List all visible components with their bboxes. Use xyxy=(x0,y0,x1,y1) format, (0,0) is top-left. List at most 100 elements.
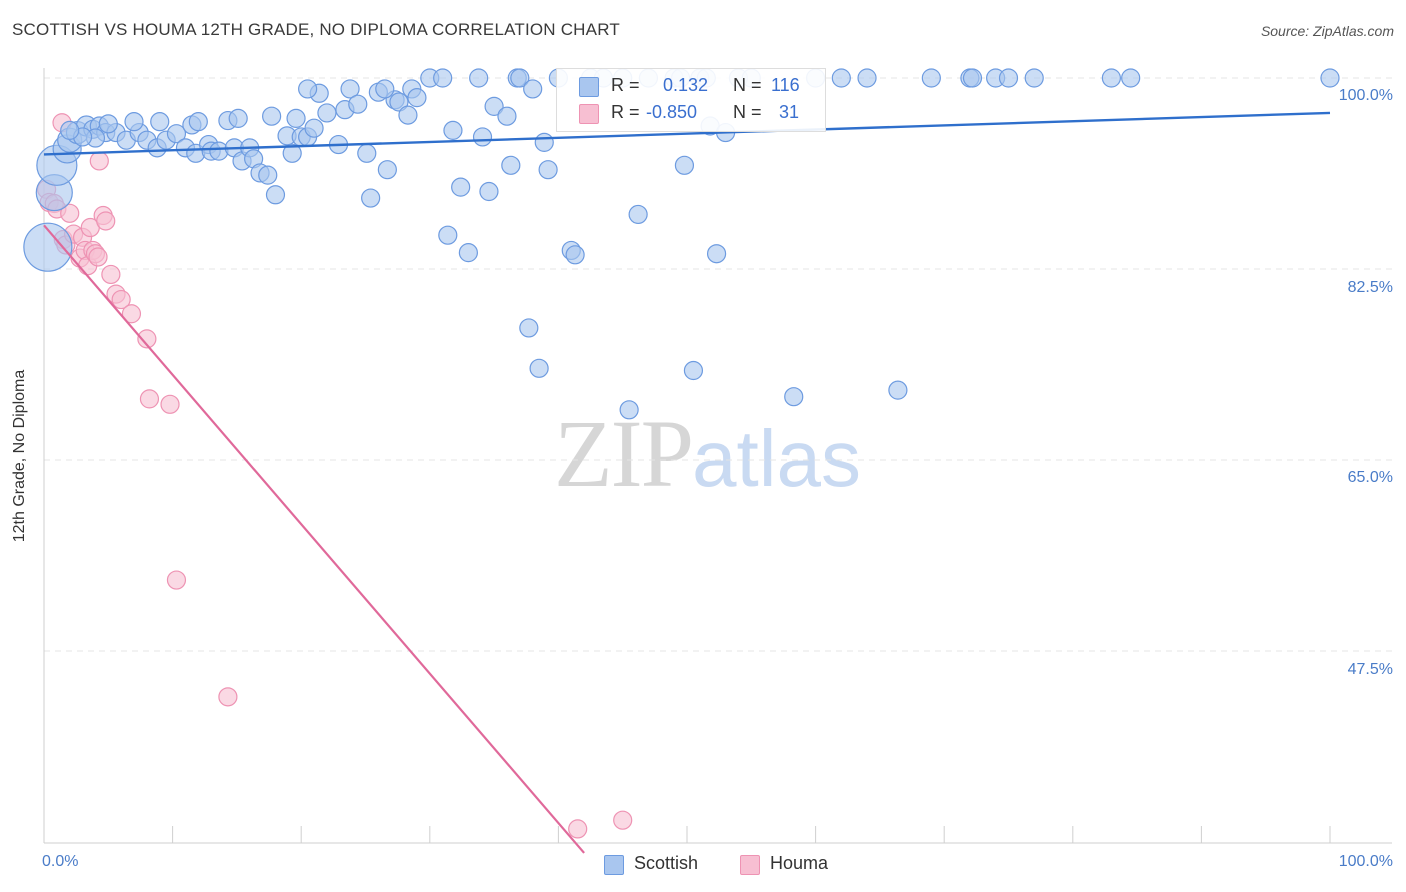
scottish-point xyxy=(674,155,695,175)
source-label: Source: ZipAtlas.com xyxy=(1260,23,1394,39)
scottish-point xyxy=(262,106,282,126)
scottish-point xyxy=(286,108,306,128)
houma-point xyxy=(121,304,142,324)
houma-point xyxy=(60,203,80,223)
legend-n-value: 116 xyxy=(771,75,800,95)
scottish-point xyxy=(298,79,318,99)
scottish-point xyxy=(1024,68,1044,88)
legend-swatch-houma xyxy=(579,104,599,124)
scottish-point xyxy=(469,68,489,88)
scottish-point xyxy=(361,188,381,208)
correlation-legend: R = 0.132 N = 116 R = -0.850 N = 31 xyxy=(556,68,826,132)
scottish-point xyxy=(784,387,804,407)
watermark-atlas: atlas xyxy=(692,414,861,503)
scottish-point xyxy=(451,177,471,197)
scottish-point xyxy=(282,143,302,163)
scottish-point xyxy=(443,120,463,140)
houma-point xyxy=(139,389,160,409)
houma-point xyxy=(218,687,238,707)
legend-r-label: R = xyxy=(611,102,640,122)
legend-n-label: N = xyxy=(733,102,762,122)
chart-title: SCOTTISH VS HOUMA 12TH GRADE, NO DIPLOMA… xyxy=(12,20,620,39)
scottish-point xyxy=(565,245,585,265)
scottish-point xyxy=(628,204,648,225)
scottish-point xyxy=(1320,68,1340,88)
y-tick-label-65: 65.0% xyxy=(1347,469,1393,486)
scottish-trend-line xyxy=(43,111,1331,156)
scottish-point xyxy=(538,160,558,180)
legend-swatch-scottish xyxy=(579,77,599,97)
scottish-point xyxy=(98,114,118,134)
scottish-point xyxy=(398,105,418,125)
scottish-point xyxy=(438,225,458,245)
houma-trend-line xyxy=(43,224,585,854)
scottish-point xyxy=(407,88,427,108)
scottish-point xyxy=(228,108,248,128)
scottish-point xyxy=(124,112,144,132)
houma-points xyxy=(36,113,633,839)
scottish-point xyxy=(501,155,521,175)
scottish-point xyxy=(519,318,539,338)
scottish-point xyxy=(60,120,80,140)
scottish-point xyxy=(1121,68,1141,88)
legend-n-label: N = xyxy=(733,75,762,95)
houma-point xyxy=(166,570,187,590)
scottish-point xyxy=(921,68,941,88)
scottish-point xyxy=(377,160,397,180)
scottish-point xyxy=(458,243,478,263)
y-tick-label-82-5: 82.5% xyxy=(1347,279,1393,296)
x-tick-label-min: 0.0% xyxy=(42,853,79,870)
bottom-swatch-scottish xyxy=(604,855,624,875)
scottish-point xyxy=(706,244,727,264)
scottish-point xyxy=(348,94,368,114)
scottish-point xyxy=(529,358,549,378)
houma-point xyxy=(568,819,588,839)
scottish-point xyxy=(683,360,704,381)
scottish-point xyxy=(1101,68,1121,88)
scottish-point xyxy=(389,92,409,112)
scottish-point xyxy=(304,118,324,138)
scottish-point xyxy=(23,222,73,272)
bottom-label-houma: Houma xyxy=(770,853,829,873)
y-tick-label-47-5: 47.5% xyxy=(1347,661,1393,678)
houma-point xyxy=(89,151,109,171)
scottish-point xyxy=(484,96,504,116)
scottish-point xyxy=(510,68,530,88)
scottish-point xyxy=(479,181,499,202)
houma-point xyxy=(160,394,180,414)
houma-point xyxy=(111,289,131,310)
scottish-point xyxy=(523,79,543,99)
houma-point xyxy=(88,247,108,267)
legend-r-value: 0.132 xyxy=(663,75,709,95)
scottish-point xyxy=(497,106,517,126)
scottish-point xyxy=(166,124,187,144)
scottish-point xyxy=(433,68,453,88)
scottish-point xyxy=(857,68,877,88)
houma-point xyxy=(96,211,116,231)
scottish-point xyxy=(998,68,1019,88)
scottish-point xyxy=(340,79,360,99)
scottish-point xyxy=(209,141,229,161)
scottish-point xyxy=(188,112,208,132)
legend-r-label: R = xyxy=(611,75,640,95)
scottish-point xyxy=(375,79,395,99)
scottish-point xyxy=(831,68,851,88)
houma-point xyxy=(613,810,633,830)
scottish-point xyxy=(534,132,554,152)
axes xyxy=(43,68,1392,844)
x-tick-label-max: 100.0% xyxy=(1338,853,1393,870)
scottish-point xyxy=(619,400,639,420)
legend-n-value: 31 xyxy=(779,102,800,122)
scottish-points xyxy=(23,68,1340,420)
scottish-point xyxy=(150,112,170,132)
scottish-point xyxy=(888,380,908,400)
bottom-label-scottish: Scottish xyxy=(634,853,699,873)
scottish-point xyxy=(357,143,377,163)
legend-r-value: -0.850 xyxy=(646,102,698,122)
scottish-point xyxy=(258,165,278,185)
y-tick-label-100: 100.0% xyxy=(1338,87,1393,104)
houma-point xyxy=(101,264,121,285)
scottish-point xyxy=(472,127,493,147)
legend-row-scottish: R = 0.132 N = 116 xyxy=(557,75,825,99)
